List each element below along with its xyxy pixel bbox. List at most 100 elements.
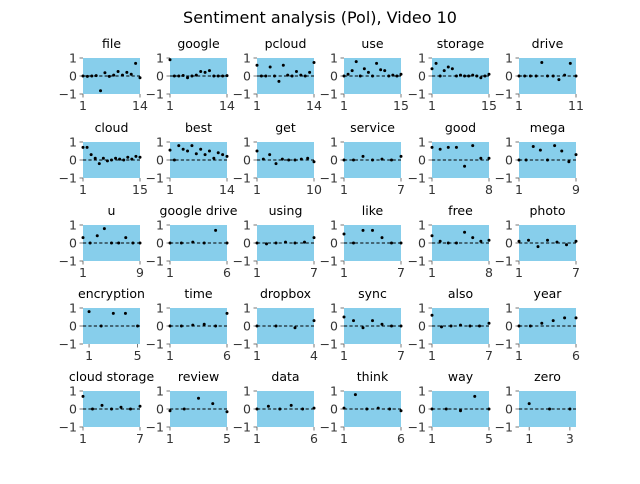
data-point xyxy=(438,74,442,78)
data-point xyxy=(110,407,113,411)
data-point xyxy=(527,238,530,242)
y-tick-label: 0 xyxy=(243,401,251,416)
y-tick-label: 1 xyxy=(69,50,77,65)
data-point xyxy=(487,72,491,76)
y-tick-label: 1 xyxy=(330,217,338,232)
x-tick-label: 14 xyxy=(219,182,235,197)
y-tick-label: 0 xyxy=(418,318,426,333)
y-tick-label: −1 xyxy=(495,170,513,185)
data-point xyxy=(568,61,572,65)
y-tick-label: −1 xyxy=(233,86,251,101)
data-point xyxy=(551,319,555,323)
data-point xyxy=(524,158,528,162)
data-point xyxy=(261,157,265,161)
x-tick-label: 1 xyxy=(428,98,436,113)
x-tick-label: 1 xyxy=(166,348,174,363)
data-point xyxy=(107,74,111,78)
x-tick-label: 1 xyxy=(253,348,261,363)
y-tick-label: 1 xyxy=(243,300,251,315)
data-point xyxy=(225,241,229,245)
x-tick-label: 1 xyxy=(253,265,261,280)
data-point xyxy=(268,153,272,157)
y-tick-label: 1 xyxy=(505,50,513,65)
y-tick-label: 0 xyxy=(330,152,338,167)
data-point xyxy=(574,239,578,243)
y-tick-label: −1 xyxy=(495,253,513,268)
data-point xyxy=(487,156,491,160)
y-tick-label: −1 xyxy=(59,253,77,268)
data-point xyxy=(371,74,374,78)
y-tick-label: 1 xyxy=(330,300,338,315)
data-point xyxy=(560,149,564,153)
figure-title: Sentiment analysis (Pol), Video 10 xyxy=(183,8,457,27)
data-point xyxy=(463,74,467,78)
data-point xyxy=(284,240,287,244)
y-tick-label: −1 xyxy=(59,419,77,434)
data-point xyxy=(551,74,555,78)
data-point xyxy=(366,70,370,74)
subplot-title: storage xyxy=(437,36,485,51)
y-tick-label: 0 xyxy=(330,68,338,83)
data-point xyxy=(358,74,362,78)
data-point xyxy=(399,241,403,245)
data-point xyxy=(278,407,282,411)
data-point xyxy=(536,245,540,249)
data-point xyxy=(286,73,290,77)
subplot-title: cloud xyxy=(95,120,129,135)
x-tick-label: 7 xyxy=(397,182,405,197)
data-point xyxy=(528,324,532,328)
data-point xyxy=(352,319,355,323)
y-tick-label: 0 xyxy=(243,318,251,333)
y-tick-label: 1 xyxy=(418,383,426,398)
data-point xyxy=(181,147,185,151)
subplot-title: google xyxy=(177,36,220,51)
data-point xyxy=(471,144,475,148)
y-tick-label: 0 xyxy=(418,235,426,250)
data-point xyxy=(463,230,467,234)
data-point xyxy=(434,61,438,65)
data-point xyxy=(207,149,211,153)
data-point xyxy=(471,73,475,77)
data-point xyxy=(138,155,142,159)
y-tick-label: −1 xyxy=(495,86,513,101)
data-point xyxy=(399,154,403,158)
data-point xyxy=(563,73,567,77)
data-point xyxy=(216,151,220,155)
data-point xyxy=(517,74,521,78)
data-point xyxy=(203,153,207,157)
data-point xyxy=(202,322,206,326)
y-tick-label: 1 xyxy=(418,50,426,65)
data-point xyxy=(124,236,128,240)
data-point xyxy=(255,63,259,67)
x-tick-label: 7 xyxy=(485,348,493,363)
y-tick-label: −1 xyxy=(495,336,513,351)
x-tick-label: 1 xyxy=(79,431,87,446)
data-point xyxy=(194,73,198,77)
x-tick-label: 7 xyxy=(572,265,580,280)
y-tick-label: 1 xyxy=(156,134,164,149)
subplot-title: get xyxy=(275,120,296,135)
data-point xyxy=(264,74,268,78)
x-tick-label: 1 xyxy=(515,348,523,363)
data-point xyxy=(463,164,467,168)
data-point xyxy=(350,69,354,73)
data-point xyxy=(293,241,297,245)
data-point xyxy=(563,316,567,320)
data-point xyxy=(383,69,387,73)
data-point xyxy=(312,236,316,240)
data-point xyxy=(390,158,393,162)
x-tick-label: 15 xyxy=(481,98,497,113)
y-tick-label: −1 xyxy=(233,170,251,185)
data-point xyxy=(177,74,181,78)
data-point xyxy=(100,403,104,407)
data-point xyxy=(99,324,103,328)
data-point xyxy=(312,406,316,410)
y-tick-label: 1 xyxy=(330,50,338,65)
